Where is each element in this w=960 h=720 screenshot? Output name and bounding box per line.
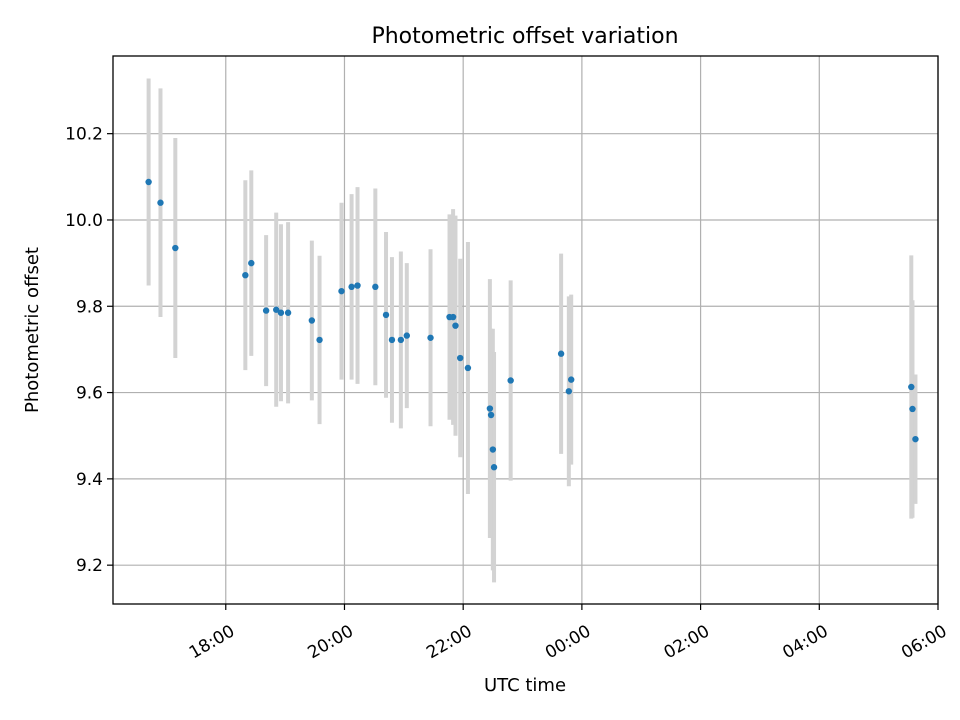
data-point bbox=[316, 336, 323, 344]
y-axis-label: Photometric offset bbox=[22, 247, 43, 413]
data-point bbox=[157, 199, 164, 206]
data-point bbox=[489, 446, 497, 453]
y-tick-label: 9.4 bbox=[76, 470, 103, 490]
data-point bbox=[908, 383, 915, 391]
x-tick-label: 06:00 bbox=[898, 621, 950, 663]
x-tick-label: 18:00 bbox=[186, 621, 238, 663]
x-tick-label: 00:00 bbox=[542, 621, 594, 663]
data-point bbox=[397, 336, 405, 344]
data-point bbox=[507, 377, 514, 384]
data-point bbox=[565, 388, 573, 395]
data-point bbox=[273, 306, 280, 313]
data-point bbox=[284, 309, 292, 316]
y-tick-label: 9.6 bbox=[76, 384, 103, 404]
y-tick-label: 9.8 bbox=[76, 297, 103, 317]
y-tick-label: 10.0 bbox=[65, 211, 103, 231]
x-axis-label: UTC time bbox=[484, 675, 566, 696]
data-point bbox=[912, 435, 919, 443]
data-point bbox=[262, 307, 270, 314]
x-tick-label: 04:00 bbox=[779, 621, 831, 663]
x-tick-label: 20:00 bbox=[305, 621, 357, 663]
y-tick-label: 10.2 bbox=[65, 125, 103, 145]
data-point bbox=[338, 287, 345, 295]
data-point bbox=[372, 283, 379, 291]
data-point bbox=[248, 259, 255, 267]
data-point bbox=[457, 354, 464, 362]
data-point bbox=[382, 311, 390, 319]
grid-lines bbox=[113, 56, 939, 604]
data-point bbox=[354, 282, 361, 289]
data-points bbox=[145, 178, 919, 471]
data-point bbox=[557, 350, 565, 357]
x-tick-label: 22:00 bbox=[423, 621, 475, 663]
data-point bbox=[308, 317, 316, 324]
data-point bbox=[452, 322, 459, 329]
plot-frame bbox=[112, 55, 939, 605]
data-point bbox=[145, 178, 152, 186]
data-point bbox=[427, 334, 434, 341]
data-point bbox=[277, 309, 285, 316]
data-point bbox=[486, 405, 494, 412]
chart-title: Photometric offset variation bbox=[371, 24, 678, 49]
data-point bbox=[348, 283, 355, 291]
data-point bbox=[568, 376, 575, 383]
data-point bbox=[172, 244, 179, 252]
data-point bbox=[487, 411, 495, 419]
y-axis-ticks: 9.2 9.4 9.6 9.8 10.0 10.2 bbox=[65, 125, 113, 576]
x-axis-ticks: 18:00 20:00 22:00 00:00 02:00 04:00 06:00 bbox=[186, 604, 951, 663]
data-point bbox=[242, 272, 249, 279]
x-tick-label: 02:00 bbox=[661, 621, 713, 663]
y-tick-label: 9.2 bbox=[76, 556, 103, 576]
data-point bbox=[909, 405, 916, 413]
data-point bbox=[464, 364, 472, 372]
data-point bbox=[388, 336, 396, 344]
data-point bbox=[490, 464, 498, 471]
data-point bbox=[403, 332, 410, 339]
error-bars bbox=[146, 78, 918, 583]
data-point bbox=[449, 313, 457, 321]
